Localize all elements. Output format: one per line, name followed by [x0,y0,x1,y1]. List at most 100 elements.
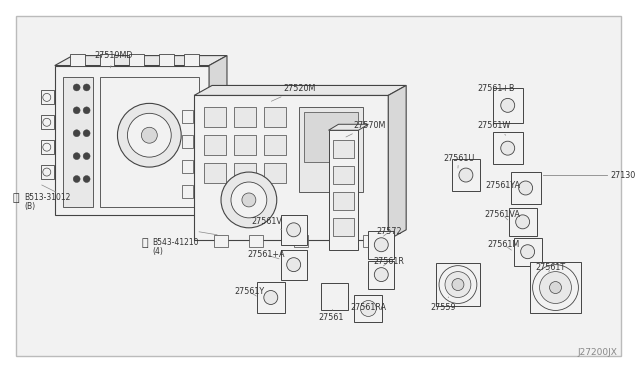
Polygon shape [55,65,209,215]
Circle shape [242,193,256,207]
Circle shape [83,107,90,114]
Text: 27561+B: 27561+B [478,84,515,93]
Bar [207,90,225,110]
Bar [204,163,226,183]
Text: 27561R: 27561R [373,257,404,266]
Circle shape [287,258,301,272]
Bar [493,89,523,123]
Bar [333,192,355,210]
Circle shape [439,266,477,304]
Bar [257,282,285,314]
Text: 27572: 27572 [376,227,402,236]
Bar [234,108,256,127]
Bar [207,120,225,140]
Bar [182,110,193,123]
Circle shape [459,168,473,182]
Polygon shape [55,55,227,65]
Circle shape [231,182,267,218]
Circle shape [445,272,471,298]
Circle shape [83,84,90,91]
Bar [369,261,394,289]
Text: 27561: 27561 [319,310,344,322]
Bar [182,135,193,148]
Text: 27561Y: 27561Y [234,287,264,296]
Text: 27520M: 27520M [271,84,316,101]
Bar [129,54,145,65]
Circle shape [73,130,80,137]
Circle shape [516,215,530,229]
Text: 27561W: 27561W [478,121,511,135]
Bar [530,262,581,314]
Bar [182,160,193,173]
Text: 27561V: 27561V [252,217,283,230]
Circle shape [518,181,532,195]
Bar [41,115,54,129]
Circle shape [221,172,276,228]
Text: 27561YA: 27561YA [486,180,521,189]
Bar [436,263,480,307]
Polygon shape [209,55,227,215]
Circle shape [550,282,561,294]
Polygon shape [194,95,388,240]
Polygon shape [328,124,369,130]
Circle shape [500,141,515,155]
Bar [204,135,226,155]
Bar [294,235,308,247]
Text: 27561+A: 27561+A [247,250,284,259]
Text: 27561M: 27561M [488,240,520,250]
Text: 27561VA: 27561VA [485,211,521,220]
Bar [328,130,358,250]
Bar [493,132,523,164]
Circle shape [500,98,515,112]
Circle shape [73,84,80,91]
Bar [159,54,174,65]
Circle shape [287,223,301,237]
Polygon shape [388,86,406,240]
Circle shape [264,291,278,304]
Bar [234,163,256,183]
Bar [207,150,225,170]
Text: 27559: 27559 [430,297,456,312]
Text: Ⓞ: Ⓞ [13,193,19,203]
Circle shape [532,264,579,311]
Text: B513-31012: B513-31012 [24,193,70,202]
Circle shape [73,107,80,114]
Text: B543-41210: B543-41210 [152,238,199,247]
Circle shape [141,127,157,143]
Bar [355,295,382,323]
Bar [41,90,54,105]
Bar [41,140,54,154]
Bar [299,108,364,192]
Bar [333,218,355,236]
Bar [333,166,355,184]
Text: 27519MD: 27519MD [95,51,133,68]
Circle shape [374,267,388,282]
Bar [70,54,84,65]
Bar [182,185,193,198]
Circle shape [360,301,376,317]
Text: 27561RA: 27561RA [351,303,387,312]
Bar [234,135,256,155]
Bar [321,283,348,311]
Bar [264,163,285,183]
Text: Ⓞ: Ⓞ [141,238,148,248]
Text: (4): (4) [152,247,163,256]
Bar [514,238,541,266]
Bar [184,54,199,65]
Circle shape [83,176,90,183]
Text: 27561T: 27561T [536,263,566,272]
Bar [452,159,480,191]
Text: (B): (B) [24,202,35,211]
Bar [364,235,378,247]
Bar [204,108,226,127]
Circle shape [118,103,181,167]
Bar [264,108,285,127]
Circle shape [73,153,80,160]
Circle shape [83,130,90,137]
Bar [63,77,93,207]
Bar [328,235,342,247]
Circle shape [540,272,572,304]
Bar [100,54,115,65]
Text: J27200JX: J27200JX [577,348,617,357]
Circle shape [374,238,388,252]
